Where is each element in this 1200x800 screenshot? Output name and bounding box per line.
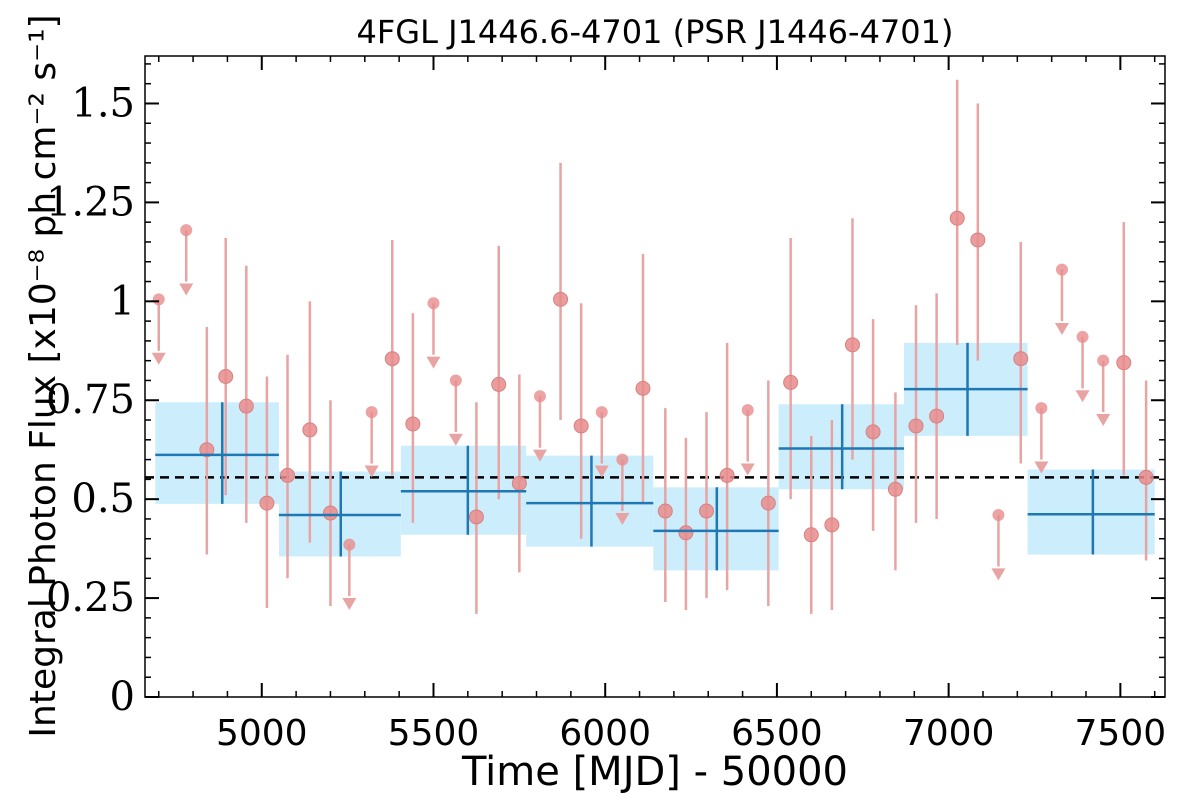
upper-limit-point-9 [343, 538, 356, 551]
y-tick-label-3: 0.75 [46, 377, 135, 423]
long-bin-band-7 [1027, 469, 1155, 555]
upper-limit-point-13 [427, 297, 440, 310]
long-bin-markers [155, 342, 1155, 571]
upper-limit-arrow-42 [1034, 461, 1049, 474]
plot-frame [144, 55, 1166, 698]
upper-limit-point-40 [992, 508, 1005, 521]
data-point-16 [491, 376, 507, 392]
upper-limit-arrow-44 [1075, 390, 1090, 403]
data-point-35 [887, 481, 903, 497]
data-point-33 [844, 337, 860, 353]
data-point-3 [218, 369, 234, 384]
upper-limit-point-43 [1055, 263, 1068, 276]
data-point-38 [949, 210, 965, 226]
x-tick-label-4: 7000 [903, 713, 995, 754]
data-point-8 [322, 505, 338, 521]
long-bin-band-0 [155, 402, 279, 504]
data-point-46 [1116, 355, 1132, 371]
upper-limit-point-14 [449, 374, 462, 387]
upper-limit-arrow-28 [740, 463, 755, 476]
upper-limit-arrow-40 [991, 568, 1006, 581]
data-point-6 [280, 467, 296, 483]
y-axis-ticks: 0 0.25 0.5 0.75 1 1.25 1.5 [46, 63, 1165, 720]
data-point-24 [657, 503, 673, 519]
data-point-4 [238, 398, 254, 414]
data-point-19 [553, 291, 569, 307]
x-tick-label-1: 5500 [388, 713, 480, 754]
short-bin-points [151, 79, 1154, 614]
data-point-36 [908, 418, 924, 434]
upper-limit-point-44 [1076, 330, 1089, 343]
upper-limit-point-0 [152, 293, 165, 306]
upper-limit-point-42 [1035, 402, 1048, 415]
upper-limit-arrow-1 [179, 283, 194, 296]
upper-limit-arrow-14 [448, 433, 463, 446]
upper-limit-arrow-21 [594, 465, 609, 478]
data-point-39 [970, 232, 986, 248]
data-point-27 [719, 467, 735, 483]
upper-limit-arrow-13 [426, 356, 441, 369]
x-tick-label-3: 6500 [731, 713, 823, 754]
data-point-26 [699, 503, 715, 519]
data-point-47 [1138, 469, 1154, 485]
upper-limit-arrow-10 [364, 465, 379, 478]
data-point-17 [511, 475, 527, 491]
data-point-41 [1013, 351, 1029, 367]
data-point-15 [468, 509, 484, 525]
upper-limit-point-21 [595, 406, 608, 419]
upper-limit-arrow-9 [342, 598, 357, 611]
y-tick-label-0: 0 [110, 674, 135, 720]
data-point-7 [302, 422, 318, 438]
x-axis-ticks: 5000 5500 6000 6500 7000 7500 [157, 56, 1167, 754]
x-tick-label-2: 6000 [559, 713, 651, 754]
upper-limit-arrow-22 [615, 512, 630, 525]
long-bin-bands [155, 342, 1155, 571]
x-tick-label-5: 7500 [1075, 713, 1167, 754]
chart-title: 4FGL J1446.6-4701 (PSR J1446-4701) [357, 13, 954, 51]
data-point-20 [573, 418, 589, 434]
y-tick-label-5: 1.25 [46, 179, 135, 225]
upper-limit-point-22 [616, 453, 629, 466]
upper-limit-arrow-45 [1096, 414, 1111, 427]
data-point-34 [865, 424, 881, 440]
data-point-29 [760, 495, 776, 511]
data-point-31 [803, 527, 819, 543]
upper-limit-arrow-18 [532, 449, 547, 462]
upper-limit-point-1 [180, 224, 193, 237]
data-point-5 [259, 495, 275, 511]
x-tick-label-0: 5000 [216, 713, 308, 754]
data-point-37 [929, 408, 945, 424]
upper-limit-point-10 [365, 406, 378, 419]
upper-limit-arrow-43 [1054, 323, 1069, 336]
y-tick-label-6: 1.5 [71, 80, 135, 126]
data-point-30 [783, 374, 799, 390]
long-bin-band-3 [526, 455, 654, 547]
y-tick-label-1: 0.25 [46, 575, 135, 621]
upper-limit-point-45 [1097, 354, 1110, 367]
y-tick-label-2: 0.5 [71, 476, 135, 522]
x-axis-label: Time [MJD] - 50000 [461, 749, 848, 795]
upper-limit-point-18 [533, 390, 546, 403]
y-tick-label-4: 1 [110, 278, 135, 324]
data-point-11 [384, 351, 400, 367]
upper-limit-point-28 [741, 404, 754, 417]
upper-limit-arrow-0 [151, 352, 166, 365]
data-point-23 [635, 380, 651, 396]
data-point-25 [678, 525, 694, 541]
data-point-12 [405, 416, 421, 432]
y-axis-label: Integral Photon Flux [x10⁻⁸ ph cm⁻² s⁻¹] [23, 14, 64, 737]
data-point-2 [199, 442, 215, 458]
data-point-32 [824, 517, 840, 533]
